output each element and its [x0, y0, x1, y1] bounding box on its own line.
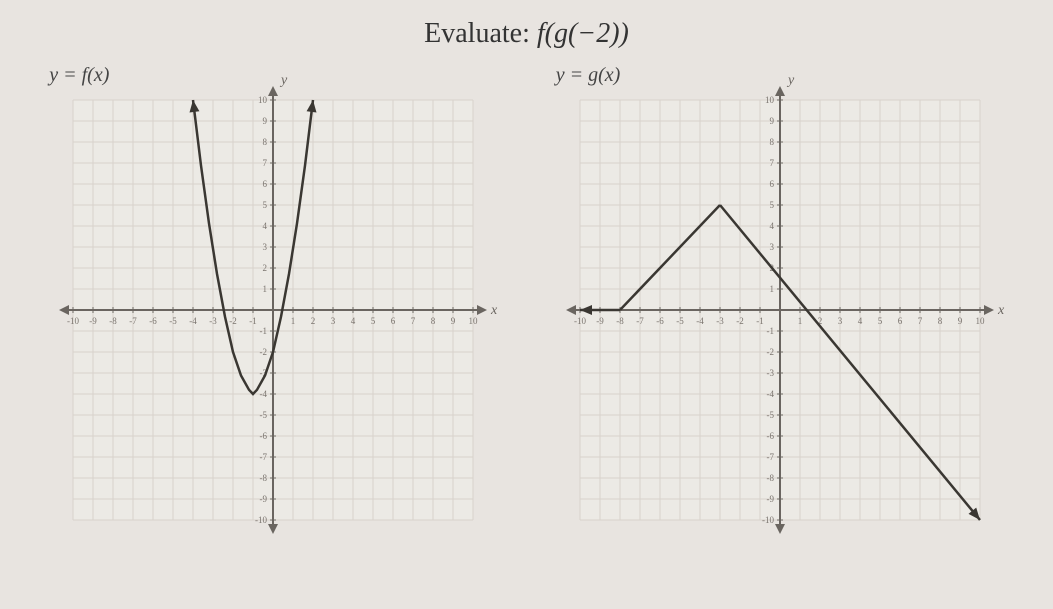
svg-text:-6: -6: [260, 431, 268, 441]
svg-text:8: 8: [263, 137, 268, 147]
svg-text:-3: -3: [766, 368, 774, 378]
svg-text:9: 9: [769, 116, 774, 126]
svg-text:y: y: [786, 73, 795, 88]
svg-text:7: 7: [263, 158, 268, 168]
svg-text:-3: -3: [716, 316, 724, 326]
svg-text:-5: -5: [676, 316, 684, 326]
svg-text:1: 1: [769, 284, 774, 294]
svg-text:-6: -6: [150, 316, 158, 326]
chart-container: y = f(x) -10 -9 -8 -7 -6 -5 -4 -3 -2 -1 1 2 3 4 5 6 7 8 9 1…: [0, 60, 1053, 560]
svg-text:-6: -6: [766, 431, 774, 441]
svg-text:-5: -5: [766, 410, 774, 420]
title-expression: f(g(−2)): [537, 18, 629, 49]
svg-text:7: 7: [918, 316, 923, 326]
svg-text:-2: -2: [766, 347, 774, 357]
title-prefix: Evaluate:: [424, 18, 537, 49]
svg-text:1: 1: [263, 284, 268, 294]
svg-text:9: 9: [958, 316, 963, 326]
page-title: Evaluate: f(g(−2)): [0, 0, 1053, 60]
svg-text:5: 5: [263, 200, 268, 210]
right-panel: y = g(x) -10-9-8-7-6-5-4-3-2-11234567891…: [550, 70, 1010, 550]
svg-text:x: x: [997, 303, 1005, 318]
svg-text:-7: -7: [130, 316, 138, 326]
svg-text:5: 5: [769, 200, 774, 210]
svg-text:-7: -7: [636, 316, 644, 326]
right-chart: -10-9-8-7-6-5-4-3-2-112345678910-10-9-8-…: [550, 70, 1010, 550]
svg-text:-4: -4: [260, 389, 268, 399]
right-graph-label: y = g(x): [556, 64, 621, 87]
svg-text:-8: -8: [110, 316, 118, 326]
svg-text:9: 9: [451, 316, 456, 326]
svg-text:-4: -4: [696, 316, 704, 326]
svg-text:4: 4: [858, 316, 863, 326]
left-panel: y = f(x) -10-9-8-7-6-5-4-3-2-11234567891…: [43, 70, 503, 550]
svg-text:10: 10: [469, 316, 479, 326]
svg-text:3: 3: [838, 316, 843, 326]
svg-text:6: 6: [263, 179, 268, 189]
svg-text:7: 7: [411, 316, 416, 326]
svg-text:-9: -9: [90, 316, 98, 326]
svg-text:2: 2: [311, 316, 316, 326]
svg-text:9: 9: [263, 116, 268, 126]
svg-text:5: 5: [371, 316, 376, 326]
svg-text:-4: -4: [766, 389, 774, 399]
svg-text:-1: -1: [756, 316, 764, 326]
svg-text:-1: -1: [250, 316, 258, 326]
svg-text:3: 3: [331, 316, 336, 326]
svg-text:-9: -9: [766, 494, 774, 504]
svg-text:3: 3: [263, 242, 268, 252]
svg-text:8: 8: [431, 316, 436, 326]
left-chart: -10 -9 -8 -7 -6 -5 -4 -3 -2 -1 1 2 3 4 5 6 7 8 9 10 -10 -9 -8 -…: [43, 70, 503, 550]
svg-text:-1: -1: [260, 326, 268, 336]
left-graph-label: y = f(x): [49, 64, 109, 87]
svg-text:-7: -7: [260, 452, 268, 462]
svg-text:-9: -9: [260, 494, 268, 504]
svg-text:-8: -8: [260, 473, 268, 483]
svg-text:4: 4: [769, 221, 774, 231]
svg-text:-7: -7: [766, 452, 774, 462]
svg-text:y: y: [279, 73, 288, 88]
svg-text:-10: -10: [255, 515, 267, 525]
svg-text:-2: -2: [260, 347, 268, 357]
svg-text:7: 7: [769, 158, 774, 168]
svg-text:6: 6: [769, 179, 774, 189]
svg-text:-5: -5: [170, 316, 178, 326]
svg-text:8: 8: [769, 137, 774, 147]
svg-text:-9: -9: [596, 316, 604, 326]
svg-text:-10: -10: [574, 316, 586, 326]
svg-text:-1: -1: [766, 326, 774, 336]
svg-text:-10: -10: [762, 515, 774, 525]
svg-text:4: 4: [263, 221, 268, 231]
svg-text:-8: -8: [616, 316, 624, 326]
svg-text:-5: -5: [260, 410, 268, 420]
svg-text:-2: -2: [230, 316, 238, 326]
svg-text:1: 1: [291, 316, 296, 326]
svg-text:4: 4: [351, 316, 356, 326]
svg-text:8: 8: [938, 316, 943, 326]
svg-text:-2: -2: [736, 316, 744, 326]
svg-text:6: 6: [898, 316, 903, 326]
svg-text:3: 3: [769, 242, 774, 252]
svg-text:-3: -3: [210, 316, 218, 326]
svg-text:6: 6: [391, 316, 396, 326]
svg-text:-4: -4: [190, 316, 198, 326]
svg-text:10: 10: [258, 95, 268, 105]
svg-text:1: 1: [798, 316, 803, 326]
svg-text:-6: -6: [656, 316, 664, 326]
svg-text:-10: -10: [67, 316, 79, 326]
svg-text:x: x: [490, 303, 498, 318]
svg-text:-8: -8: [766, 473, 774, 483]
svg-text:10: 10: [765, 95, 775, 105]
svg-text:10: 10: [975, 316, 985, 326]
svg-text:2: 2: [263, 263, 268, 273]
svg-text:5: 5: [878, 316, 883, 326]
